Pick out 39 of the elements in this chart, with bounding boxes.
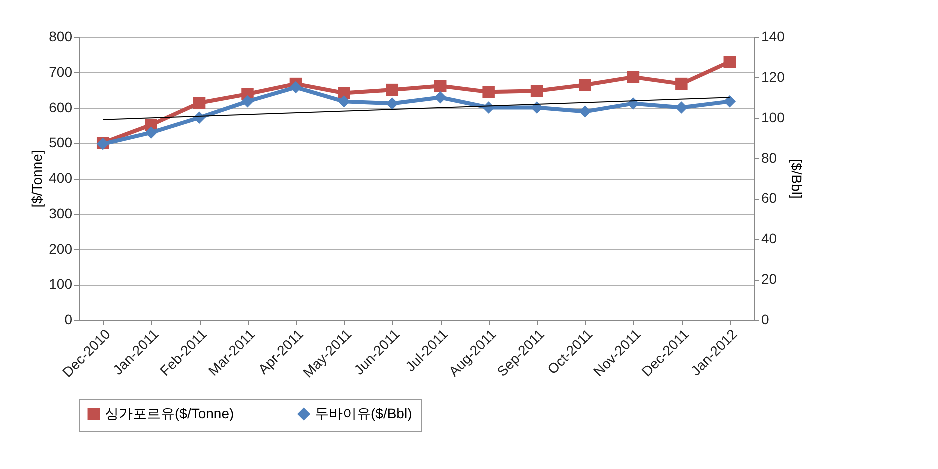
point — [193, 97, 206, 110]
y-tick-label: 500 — [49, 134, 73, 151]
point — [724, 96, 736, 108]
y-tick-label: 400 — [49, 170, 73, 186]
point — [579, 106, 592, 118]
y-tick-label: 0 — [64, 312, 73, 328]
y-tick-label: 700 — [49, 64, 73, 80]
point — [338, 96, 350, 108]
point — [579, 78, 592, 92]
legend-label: 싱가포르유($/Tonne) — [105, 405, 234, 422]
y-axis-title: [$/Tonne] — [29, 150, 46, 208]
point — [434, 80, 447, 92]
y-tick-label: 600 — [49, 99, 73, 116]
point — [676, 78, 688, 90]
point — [290, 81, 302, 94]
point — [530, 85, 544, 98]
y-tick-label: 100 — [49, 276, 73, 292]
y2-tick-label: 140 — [762, 28, 786, 44]
point — [386, 84, 399, 96]
y2-tick-label: 100 — [762, 109, 786, 126]
y-tick-label: 300 — [49, 205, 73, 222]
legend-label: 두바이유($/Bbl) — [315, 405, 412, 422]
y2-tick-label: 0 — [762, 312, 770, 328]
y-tick-label: 800 — [49, 28, 73, 44]
point — [724, 56, 736, 68]
y2-tick-label: 80 — [762, 150, 778, 166]
point — [434, 92, 447, 104]
y2-tick-label: 60 — [762, 190, 778, 206]
point — [676, 102, 688, 114]
point — [627, 98, 640, 110]
y2-tick-label: 40 — [762, 230, 778, 247]
point — [627, 71, 640, 84]
point — [145, 126, 158, 139]
point — [242, 96, 254, 108]
y2-tick-label: 20 — [762, 271, 778, 288]
y-tick-label: 200 — [49, 240, 73, 257]
y2-axis-title: [$/Bbl] — [788, 159, 805, 199]
y2-tick-label: 120 — [762, 68, 786, 85]
point — [482, 86, 495, 98]
